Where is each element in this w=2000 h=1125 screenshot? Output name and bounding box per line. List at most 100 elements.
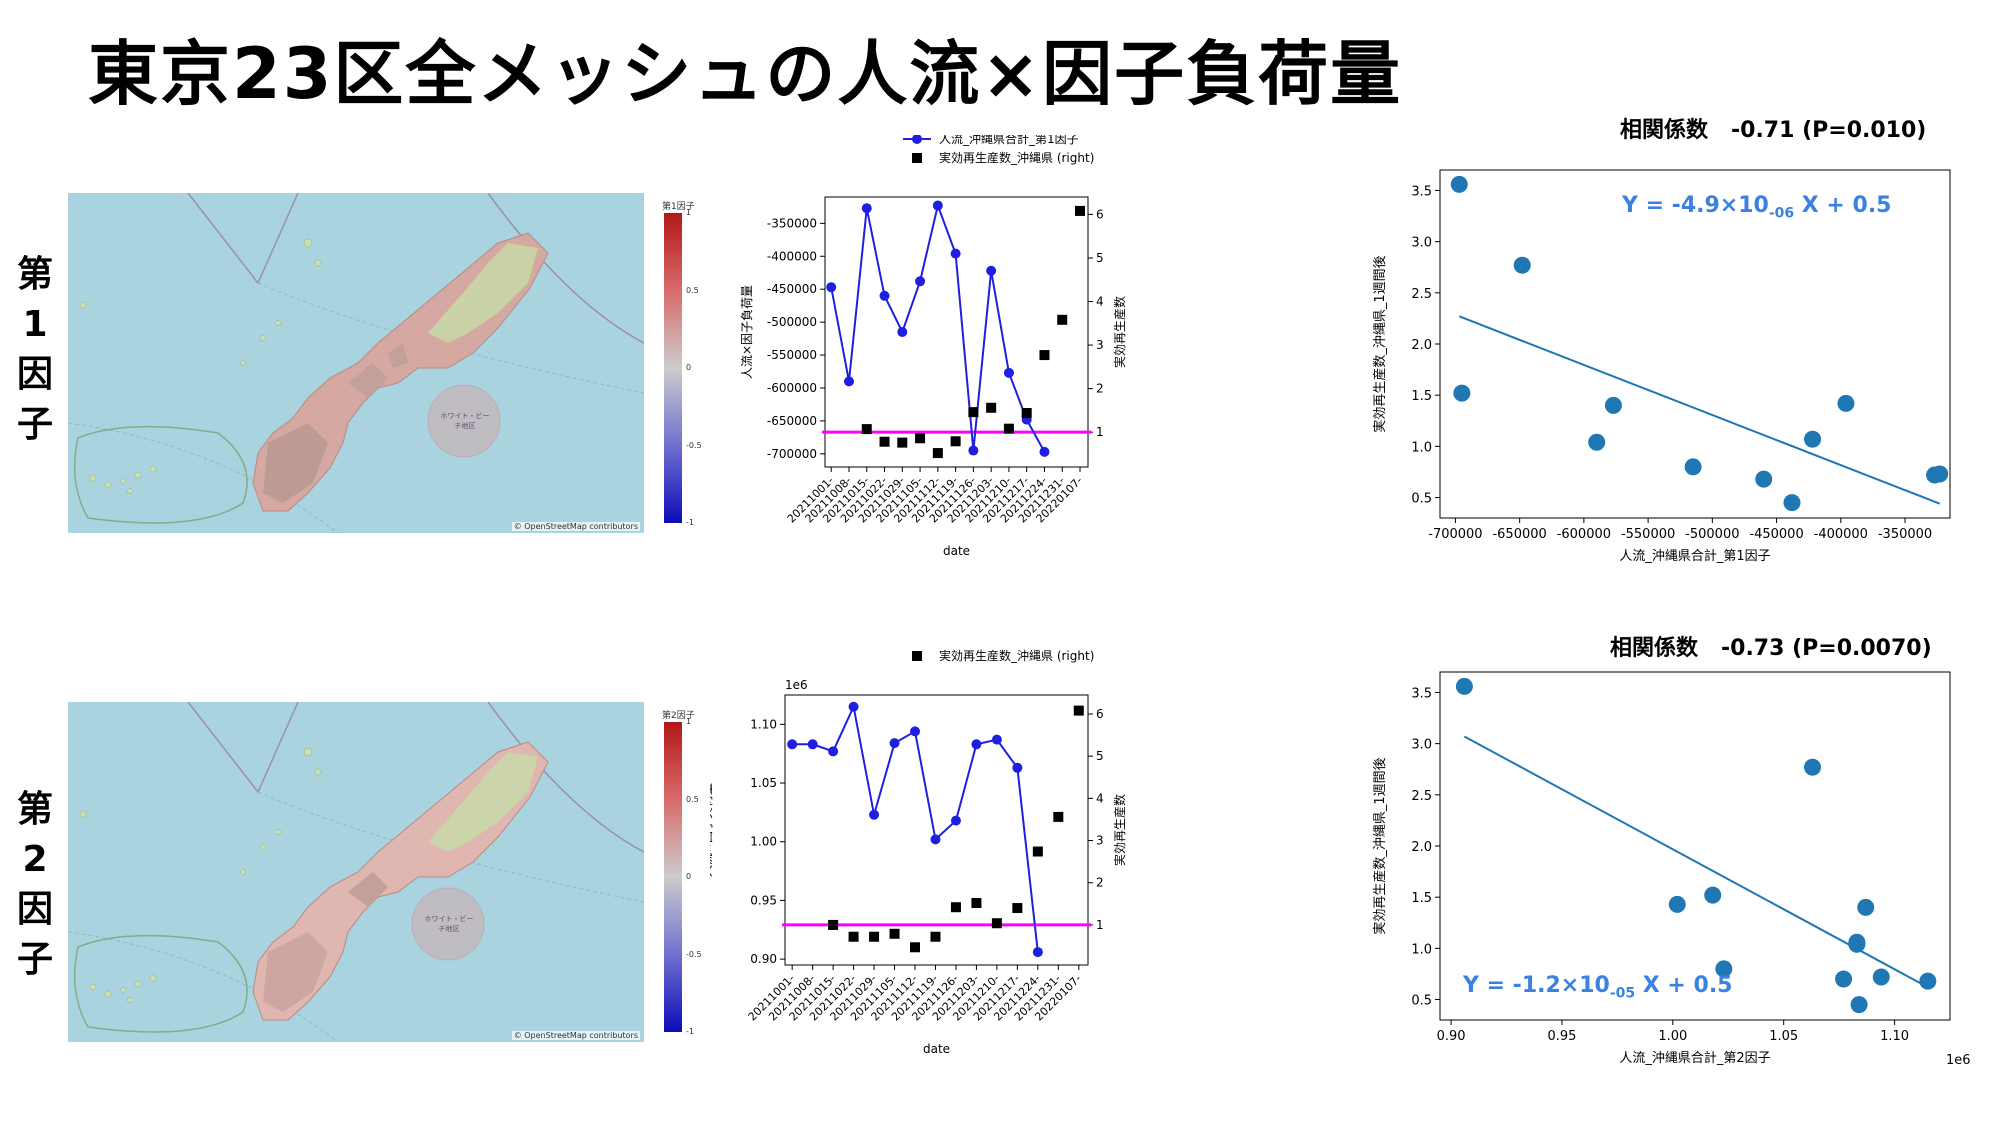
data-marker [1075, 205, 1086, 216]
x-tick-label: 0.95 [1547, 1029, 1576, 1044]
scatter-point [1513, 256, 1531, 274]
data-point [930, 834, 941, 845]
y-tick-label: -550000 [767, 348, 817, 362]
data-marker [861, 424, 872, 435]
row-label-factor-2: 第 2 因 子 [10, 785, 60, 985]
colorbar-tick: -1 [686, 518, 694, 527]
correlation-header-factor-1: 相関係数 -0.71 (P=0.010) [1620, 112, 1926, 144]
time-series-chart-factor-2: 0.900.951.001.051.1012345620211001-20211… [710, 648, 1127, 1056]
scatter-point [1588, 433, 1606, 451]
correlation-header-factor-2: 相関係数 -0.73 (P=0.0070) [1610, 630, 1932, 662]
regression-line [1458, 315, 1941, 505]
data-point [879, 290, 890, 301]
correlation-p-value: (P=0.010) [1802, 118, 1927, 143]
equation-suffix: X + 0.5 [1635, 973, 1733, 998]
map-place-label: ホワイト・ビーチ地区 [440, 412, 490, 430]
data-marker [1053, 811, 1064, 822]
legend-marker [912, 135, 922, 144]
data-marker [828, 919, 839, 930]
colorbar-tick: 0.5 [686, 286, 699, 295]
y-tick-label: 1.5 [1411, 891, 1432, 906]
data-point [910, 726, 921, 737]
row-label-char: 因 [16, 354, 53, 395]
data-marker [1021, 408, 1032, 418]
map-graphic [68, 702, 644, 1042]
series-line [830, 202, 1046, 453]
x-tick-label: -400000 [1814, 527, 1868, 542]
data-marker [1032, 846, 1043, 857]
data-point [950, 248, 961, 259]
scatter-point [1668, 895, 1686, 913]
legend-marker [912, 153, 922, 163]
colorbar-tick: -1 [686, 1027, 694, 1036]
data-marker [968, 407, 979, 418]
data-marker [1039, 350, 1050, 361]
x-tick-label: 1.00 [1658, 1029, 1687, 1044]
data-marker [1073, 705, 1084, 716]
y2-axis-label: 実効再生産数 [1112, 296, 1127, 368]
y-tick-label: 3.5 [1411, 184, 1432, 199]
data-point [843, 376, 854, 387]
data-marker [869, 931, 880, 942]
y-tick-label: 1.00 [750, 835, 777, 849]
colorbar-title: 第2因子 [662, 711, 695, 721]
y-tick-label: 2.0 [1411, 840, 1432, 855]
data-marker [971, 897, 982, 908]
x-axis-label: date [923, 1042, 950, 1056]
scatter-point [1837, 394, 1855, 412]
y-axis-label: 実効再生産数_沖縄県_1週間後 [1372, 255, 1388, 432]
y-tick-label: -350000 [767, 216, 817, 230]
map-place-label: ホワイト・ビーチ地区 [424, 915, 474, 933]
x-axis-label: 人流_沖縄県合計_第1因子 [1619, 548, 1770, 564]
data-point [971, 739, 982, 750]
y2-tick-label: 3 [1096, 834, 1104, 848]
colorbar-tick: 0 [686, 363, 692, 372]
x-tick-label: -500000 [1685, 527, 1739, 542]
scatter-chart-factor-2: 0.90 0.95 1.00 1.05 1.10 0.5 1.0 1.5 2.0 2.5 3.0 3.… [1372, 671, 1971, 1068]
map-graphic [68, 193, 644, 533]
scatter-point [1919, 972, 1937, 990]
y2-tick-label: 6 [1096, 207, 1104, 221]
plot-frame [784, 694, 1089, 966]
data-point [828, 746, 839, 757]
y-tick-label: 2.5 [1411, 287, 1432, 302]
data-point [968, 445, 979, 456]
data-point [1003, 367, 1014, 378]
scatter-point [1715, 960, 1733, 978]
x-tick-label: -450000 [1749, 527, 1803, 542]
legend-label: 人流_沖縄県合計_第1因子 [939, 135, 1079, 146]
data-point [1032, 947, 1043, 958]
scatter-point [1783, 494, 1801, 512]
y2-tick-label: 2 [1096, 876, 1104, 890]
page-title: 東京23区全メッシュの人流×因子負荷量 [88, 33, 1403, 115]
y2-tick-label: 6 [1096, 707, 1104, 721]
correlation-value: -0.71 [1731, 118, 1795, 143]
y-tick-label: -700000 [767, 447, 817, 461]
data-marker [848, 931, 859, 942]
data-marker [889, 928, 900, 939]
y-tick-label: 0.5 [1411, 492, 1432, 507]
y-tick-label: 1.10 [750, 717, 777, 731]
data-marker [932, 448, 943, 459]
equation-exponent: -05 [1609, 985, 1636, 1002]
y-tick-label: 0.95 [750, 893, 777, 907]
equation-suffix: X + 0.5 [1794, 193, 1892, 218]
scatter-point [1455, 677, 1473, 695]
row-label-char: 子 [16, 939, 53, 980]
y-tick-label: 1.05 [750, 776, 777, 790]
regression-equation-factor-2: Y = -1.2×10-05 X + 0.5 [1463, 973, 1733, 1001]
okinawa-map-factor-1: ホワイト・ビーチ地区 © OpenStreetMap contributors [68, 193, 644, 533]
plot-frame [824, 196, 1089, 468]
data-marker [1003, 423, 1014, 434]
time-series-chart-factor-1: -700000 -650000 -600000 -550000 -500000 -4500… [740, 135, 1127, 558]
data-point [889, 738, 900, 749]
scatter-point [1835, 970, 1853, 988]
y-tick-label: 2.5 [1411, 789, 1432, 804]
correlation-label: 相関係数 [1620, 118, 1709, 143]
data-marker [991, 918, 1002, 929]
scatter-point [1872, 968, 1890, 986]
y-scale-label: 1e6 [785, 678, 808, 692]
scatter-point [1848, 935, 1866, 953]
data-marker [950, 902, 961, 913]
row-label-char: 第 [16, 254, 53, 295]
